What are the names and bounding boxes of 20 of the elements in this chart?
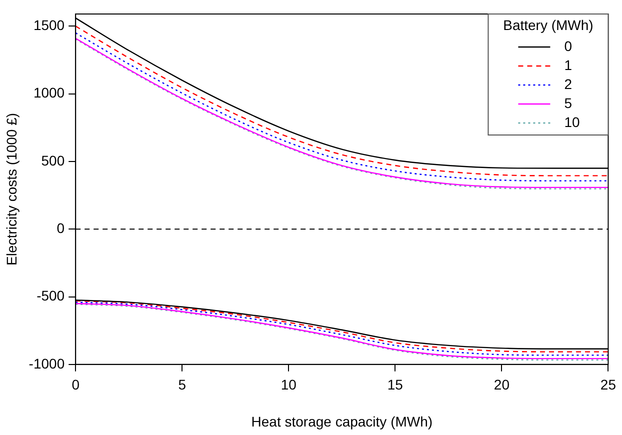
legend-label: 0 — [564, 38, 572, 54]
legend-label: 5 — [564, 94, 572, 111]
x-tick-label: 20 — [494, 376, 510, 393]
x-tick-label: 10 — [280, 376, 297, 393]
x-tick-label: 0 — [72, 376, 80, 393]
legend-title: Battery (MWh) — [503, 16, 594, 33]
legend-label: 1 — [564, 56, 572, 73]
legend-label: 2 — [564, 76, 572, 92]
x-tick-label: 5 — [178, 376, 186, 393]
y-tick-label: 500 — [41, 152, 65, 168]
y-tick-label: 1000 — [33, 84, 65, 101]
x-tick-label: 25 — [600, 376, 616, 393]
y-axis-title: Electricity costs (1000 £) — [3, 112, 20, 266]
x-axis-title: Heat storage capacity (MWh) — [251, 413, 433, 430]
legend-label: 10 — [564, 114, 580, 130]
y-tick-label: -1000 — [28, 355, 65, 372]
y-tick-label: 1500 — [33, 17, 65, 34]
x-tick-label: 15 — [387, 376, 404, 393]
y-tick-label: 0 — [56, 220, 65, 236]
y-tick-label: -500 — [36, 288, 65, 304]
